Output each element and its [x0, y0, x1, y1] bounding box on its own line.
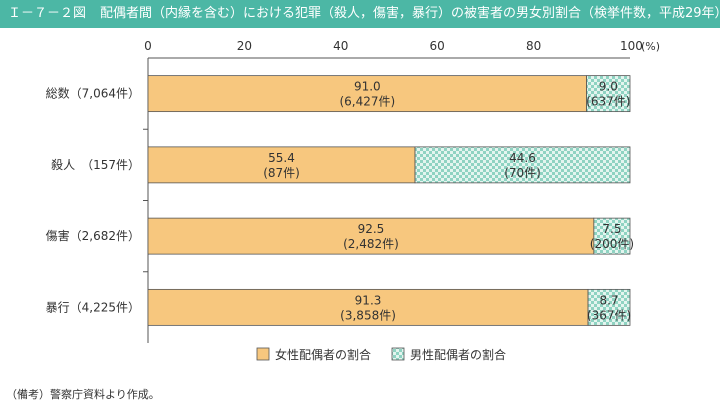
data-label-female-count: (87件) [263, 166, 300, 180]
x-unit-label: (%) [641, 40, 660, 53]
bar-male [593, 217, 631, 255]
bar-female [147, 75, 588, 113]
bar-male [414, 146, 631, 184]
source-note: （備考）警察庁資料より作成。 [6, 388, 160, 401]
data-label-male-count: (70件) [504, 166, 541, 180]
data-label-female-value: 91.3 [355, 293, 382, 307]
category-label: 暴行（4,225件） [46, 300, 140, 314]
x-tick-label: 20 [237, 39, 252, 53]
data-label-female-count: (2,482件) [343, 237, 399, 251]
figure-title-bar: Ｉ－７－２図 配偶者間（内縁を含む）における犯罪（殺人，傷害，暴行）の被害者の男女… [0, 0, 720, 28]
stacked-bar-chart: 0 20 40 60 80 100(%) 総数（7,064件） 91.0(6,427件) 9.0… [46, 39, 660, 362]
bar-male [586, 75, 631, 113]
bar-female [147, 146, 416, 184]
figure-title: 配偶者間（内縁を含む）における犯罪（殺人，傷害，暴行）の被害者の男女別割合（検挙… [100, 6, 720, 21]
category-label: 総数（7,064件） [46, 86, 140, 101]
bar-female [147, 288, 589, 326]
data-label-female-value: 91.0 [354, 80, 381, 94]
data-label-male-value: 8.7 [599, 293, 618, 307]
data-label-male-count: (200件) [590, 237, 634, 251]
data-label-male-value: 9.0 [599, 80, 618, 94]
legend-label-male: 男性配偶者の割合 [410, 347, 506, 362]
x-tick-label: 80 [526, 39, 541, 53]
data-label-male-value: 7.5 [602, 222, 621, 236]
data-label-female-value: 92.5 [358, 222, 385, 236]
legend-swatch-female [256, 347, 270, 361]
x-tick-label: 0 [144, 39, 152, 53]
legend-swatch-male [391, 347, 405, 361]
data-label-male-count: (637件) [586, 95, 630, 109]
data-label-female-count: (3,858件) [340, 308, 396, 322]
category-label: 殺人 （157件） [51, 158, 140, 172]
x-tick-label: 40 [333, 39, 348, 53]
category-label: 傷害（2,682件） [46, 228, 140, 243]
figure-number: Ｉ－７－２図 [8, 6, 87, 21]
x-tick-label: 60 [430, 39, 445, 53]
bar-female [147, 217, 595, 255]
data-label-female-count: (6,427件) [339, 95, 395, 109]
legend-label-female: 女性配偶者の割合 [275, 347, 371, 362]
x-tick-label: 100 [620, 39, 643, 53]
data-label-male-value: 44.6 [509, 151, 536, 165]
bar-male [587, 288, 631, 326]
data-label-male-count: (367件) [587, 308, 631, 322]
data-label-female-value: 55.4 [268, 151, 295, 165]
